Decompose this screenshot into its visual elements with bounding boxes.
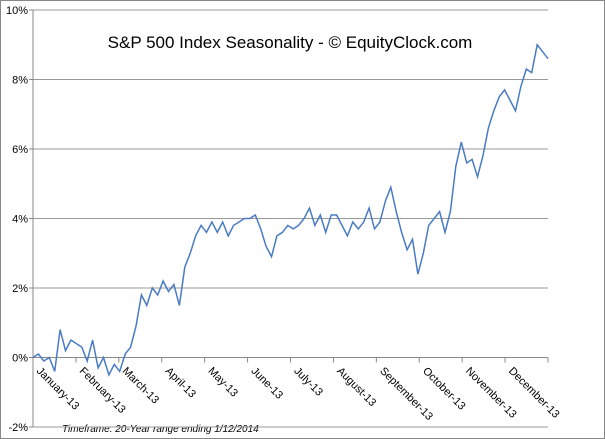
y-tick-label: 2%	[12, 283, 28, 295]
footnote: Timeframe: 20-Year range ending 1/12/201…	[62, 424, 259, 435]
y-tick-label: 8%	[12, 75, 28, 87]
chart-title: S&P 500 Index Seasonality - © EquityCloc…	[108, 33, 473, 52]
data-line	[32, 43, 549, 377]
y-tick-label: 10%	[6, 5, 28, 17]
y-tick-label: 0%	[12, 353, 28, 365]
y-tick-label: 4%	[12, 214, 28, 226]
y-tick-label: 6%	[12, 144, 28, 156]
y-tick-label: -2%	[8, 422, 28, 434]
